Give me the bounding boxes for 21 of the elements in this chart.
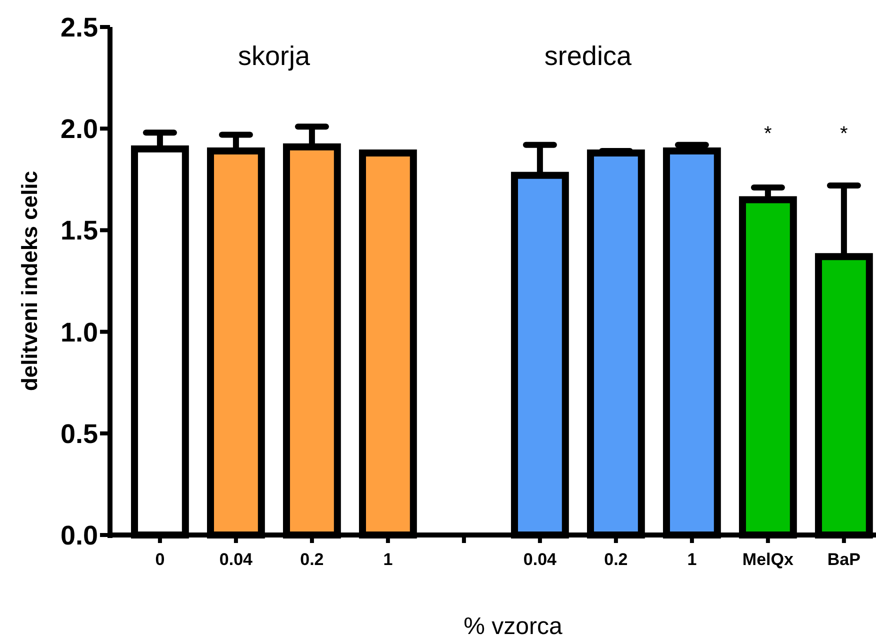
x-tick-label: 0.04 [523,550,558,569]
annotation: sredica [544,41,632,71]
y-tick-label: 1.5 [60,216,98,246]
x-tick-label: 0.2 [300,550,324,569]
x-tick-label: 0.04 [219,550,254,569]
annotation: * [840,123,848,145]
x-tick-label: 0 [155,550,165,569]
y-tick-label: 0.5 [60,418,98,449]
y-tick-label: 2.0 [60,114,98,144]
y-tick-label: 2.5 [60,12,98,42]
annotation: skorja [238,41,311,71]
x-tick-label: MelQx [742,550,794,569]
y-tick-label: 1.0 [60,317,98,348]
x-tick-label: 1 [687,550,697,569]
x-axis-title: % vzorca [464,613,563,640]
x-tick-label: BaP [827,550,860,569]
x-tick-label: 0.2 [604,550,628,569]
y-axis-title: delitveni indeks celic [17,170,42,392]
x-tick-label: 1 [383,550,393,569]
annotation: * [764,123,772,145]
y-tick-label: 0.0 [60,520,98,550]
